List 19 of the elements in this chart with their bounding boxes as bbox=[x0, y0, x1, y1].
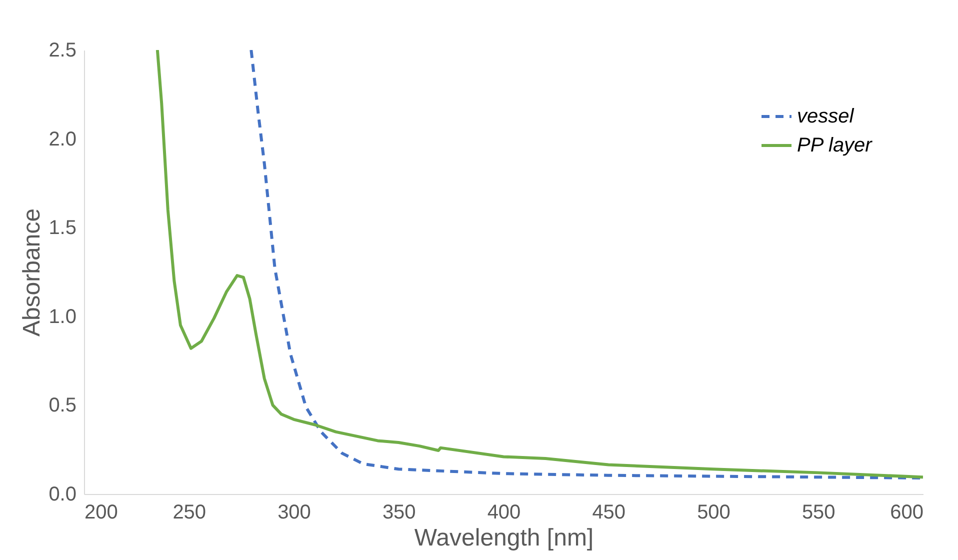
x-tick-label: 600 bbox=[890, 502, 924, 524]
x-tick-label: 500 bbox=[697, 502, 730, 524]
x-tick-label: 200 bbox=[84, 502, 118, 524]
y-tick-label: 0.5 bbox=[48, 394, 76, 417]
x-tick-label: 350 bbox=[382, 502, 416, 524]
y-axis-title: Absorbance bbox=[18, 208, 46, 337]
y-tick-label: 2.5 bbox=[48, 40, 76, 62]
y-tick-label: 0.0 bbox=[48, 484, 76, 506]
y-tick-label: 2.0 bbox=[48, 128, 76, 150]
x-tick-label: 300 bbox=[278, 502, 311, 524]
x-tick-label: 450 bbox=[592, 502, 626, 524]
y-tick-label: 1.0 bbox=[48, 306, 76, 328]
x-tick-label: 250 bbox=[172, 502, 206, 524]
legend-label: PP layer bbox=[797, 134, 874, 156]
x-tick-label: 400 bbox=[487, 502, 521, 524]
legend-label: vessel bbox=[797, 106, 854, 128]
x-axis-title: Wavelength [nm] bbox=[414, 524, 594, 552]
y-tick-label: 1.5 bbox=[48, 217, 76, 240]
x-tick-label: 550 bbox=[802, 502, 836, 524]
